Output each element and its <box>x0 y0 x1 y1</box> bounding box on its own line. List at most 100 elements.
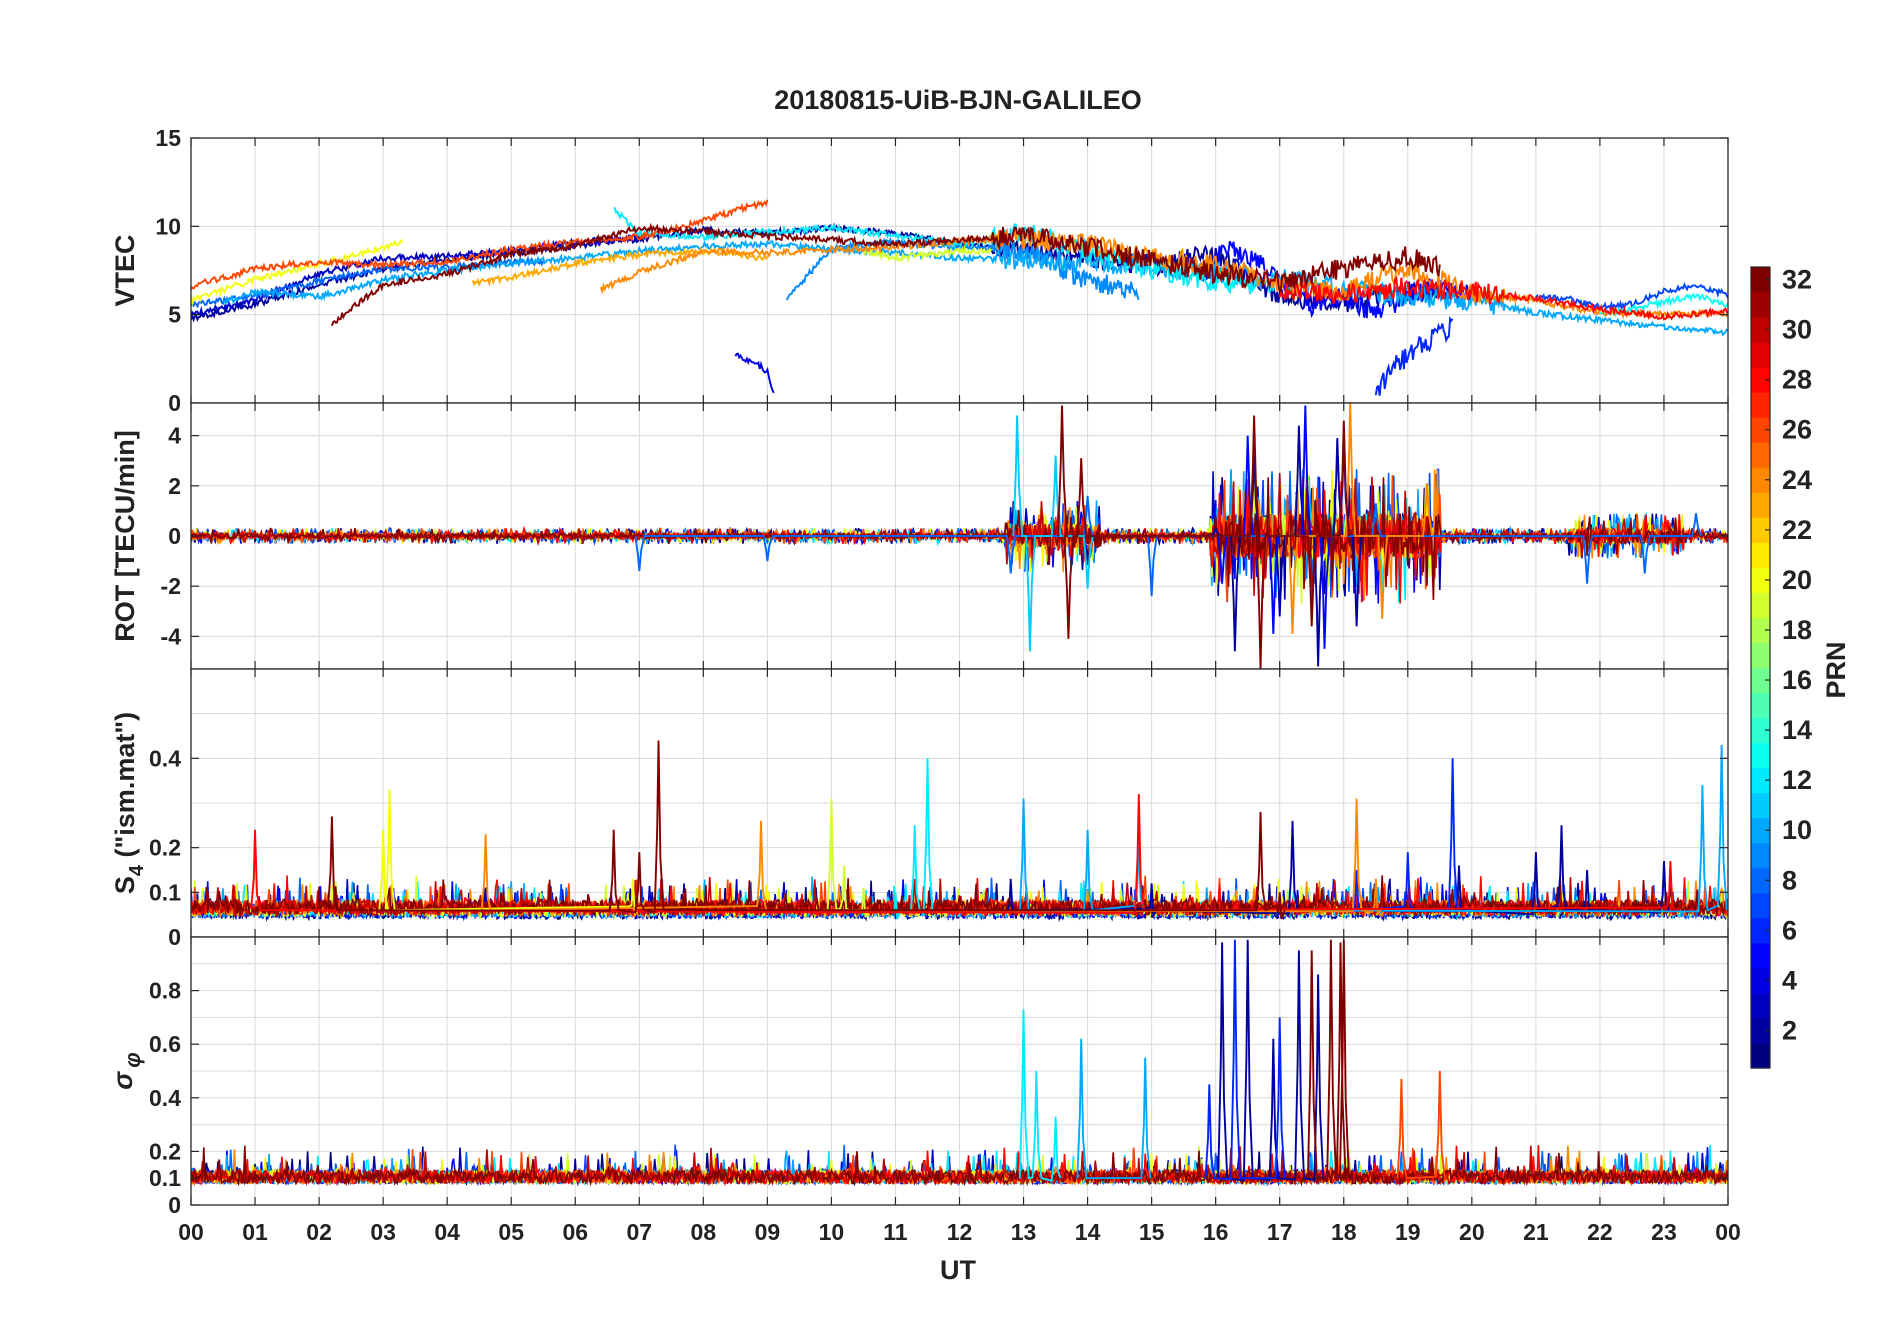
colorbar-segment <box>1751 467 1770 493</box>
colorbar-segment <box>1751 392 1770 418</box>
x-tick-label: 02 <box>306 1219 332 1245</box>
x-axis-label: UT <box>940 1255 976 1285</box>
series-prn-28 <box>1278 275 1728 321</box>
y-axis-label-s4: S4 ("ism.mat") <box>110 712 148 894</box>
series-prn-20 <box>191 238 404 307</box>
y-axis-label-vtec: VTEC <box>110 234 140 306</box>
colorbar-tick-label: 10 <box>1782 815 1812 845</box>
colorbar-segment <box>1751 892 1770 919</box>
x-tick-label: 10 <box>819 1219 845 1245</box>
grid-rot <box>190 403 1729 669</box>
x-tick-label: 12 <box>947 1219 973 1245</box>
colorbar-tick-label: 24 <box>1782 465 1812 495</box>
series-prn-32 <box>1306 939 1350 1181</box>
x-tick-label: 19 <box>1395 1219 1421 1245</box>
y-tick-label: 0.1 <box>149 1165 181 1191</box>
y-tick-label: 0 <box>168 523 181 549</box>
colorbar-tick-label: 30 <box>1782 315 1812 345</box>
colorbar-segment <box>1751 317 1770 343</box>
series-prn-28 <box>250 794 1677 914</box>
series-prn-32 <box>331 222 1441 327</box>
colorbar-frame <box>1750 266 1771 1069</box>
colorbar-tick-label: 4 <box>1782 965 1797 995</box>
x-tick-label: 21 <box>1523 1219 1549 1245</box>
x-tick-label: 04 <box>434 1219 460 1245</box>
x-tick-label: 00 <box>178 1219 204 1245</box>
series-prn-19 <box>826 798 870 918</box>
y-label-subscript: φ <box>120 1052 145 1067</box>
y-axis-label-rot: ROT [TECU/min] <box>110 430 140 641</box>
y-tick-label: 0.2 <box>149 835 181 861</box>
colorbar-segment <box>1751 917 1770 944</box>
x-tick-label: 22 <box>1587 1219 1613 1245</box>
colorbar-segment <box>1751 567 1770 593</box>
x-tick-label: 23 <box>1651 1219 1677 1245</box>
colorbar-segment <box>1751 542 1770 568</box>
series-prn-2 <box>1006 820 1670 919</box>
colorbar-tick-label: 22 <box>1782 515 1812 545</box>
y-tick-label: 4 <box>168 423 181 449</box>
colorbar-tick-label: 14 <box>1782 715 1812 745</box>
colorbar-tick-label: 32 <box>1782 265 1812 295</box>
x-tick-label: 11 <box>883 1219 908 1245</box>
colorbar-segment <box>1751 442 1770 468</box>
colorbar-segment <box>1751 692 1770 719</box>
colorbar-segment <box>1751 767 1770 794</box>
x-tick-label: 00 <box>1715 1219 1741 1245</box>
y-tick-label: 0.8 <box>149 978 181 1004</box>
colorbar-segment <box>1751 617 1770 643</box>
series-prn-32-background <box>191 875 1728 918</box>
grid-s4 <box>190 669 1729 937</box>
colorbar-segment <box>1751 517 1770 543</box>
colorbar-tick-label: 16 <box>1782 665 1812 695</box>
y-tick-label: 0.6 <box>149 1031 181 1057</box>
colorbar-segment <box>1751 792 1770 819</box>
series-prn-20 <box>378 789 639 917</box>
series-prn-32 <box>1057 405 1350 669</box>
x-tick-label: 08 <box>691 1219 717 1245</box>
y-tick-label: 10 <box>155 213 181 239</box>
y-tick-label: 5 <box>168 302 181 328</box>
panel-sigma_phi: 00.10.2 0.4 0.6 0.8 σφ <box>108 936 1729 1218</box>
series-prn-6 <box>1204 939 1286 1181</box>
y-tick-label: 15 <box>155 125 181 151</box>
series-prn-32 <box>327 740 1286 920</box>
colorbar-segment <box>1751 417 1770 443</box>
colorbar-tick-label: 26 <box>1782 415 1812 445</box>
colorbar-segment <box>1751 367 1770 393</box>
colorbar-segment <box>1751 717 1770 744</box>
panel-vtec: 0 5 10 15 VTEC <box>110 125 1729 416</box>
x-tick-label: 06 <box>562 1219 588 1245</box>
colorbar-segment <box>1751 842 1770 869</box>
x-tick-label: 20 <box>1459 1219 1485 1245</box>
x-tick-label: 13 <box>1011 1219 1037 1245</box>
y-tick-label: 0 <box>168 1192 181 1218</box>
colorbar-segment <box>1751 1043 1770 1069</box>
colorbar-tick-label: 6 <box>1782 915 1797 945</box>
series-prn-6 <box>1374 315 1454 396</box>
y-tick-label: 0 <box>168 390 181 416</box>
y-tick-label: 2 <box>168 473 181 499</box>
series-prn-6 <box>1351 758 1459 912</box>
series-prn-26 <box>1396 1070 1446 1180</box>
series-prn-4 <box>734 352 775 394</box>
colorbar-segment <box>1751 942 1770 969</box>
colorbar-label: PRN <box>1821 641 1851 698</box>
y-tick-label: -4 <box>161 623 182 649</box>
series-prn-24 <box>1287 403 1434 634</box>
panel-rot: -4 -2 0 2 4 ROT [TECU/min] <box>110 402 1729 670</box>
y-tick-label: 0.1 <box>149 879 181 905</box>
x-tick-label: 16 <box>1203 1219 1229 1245</box>
series-prn-23 <box>471 245 769 288</box>
x-tick-label: 14 <box>1075 1219 1101 1245</box>
colorbar-segment <box>1751 867 1770 894</box>
series-prn-19 <box>862 244 993 263</box>
x-tick-label: 15 <box>1139 1219 1165 1245</box>
colorbar-segment <box>1751 1017 1770 1044</box>
x-tick-label: 05 <box>498 1219 524 1245</box>
colorbar-segment <box>1751 267 1770 293</box>
colorbar-tick-label: 20 <box>1782 565 1812 595</box>
